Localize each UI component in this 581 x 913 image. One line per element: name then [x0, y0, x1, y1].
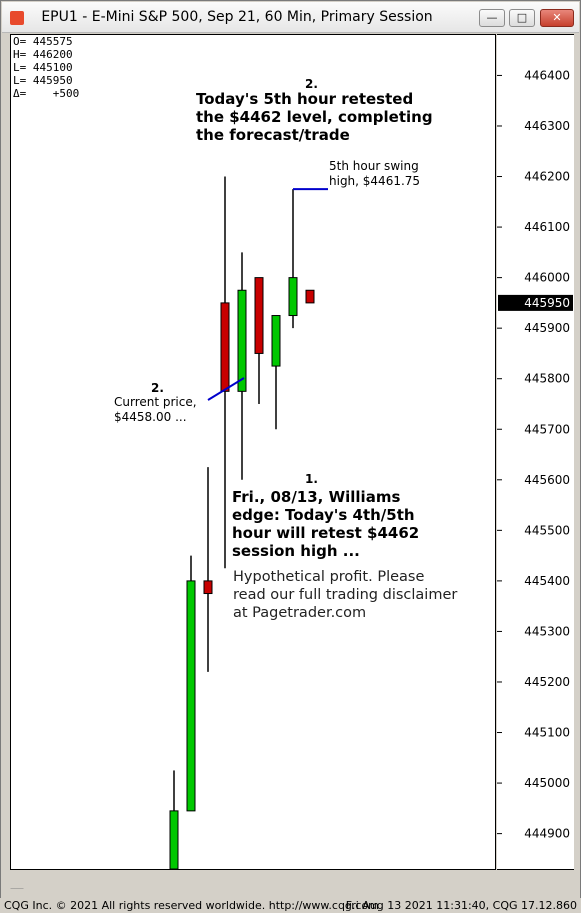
minimize-button[interactable]: —	[479, 9, 505, 27]
y-tick-label: 445700	[524, 422, 570, 436]
note2-top-line: the forecast/trade	[196, 126, 350, 144]
plot-area[interactable]	[10, 34, 496, 870]
time-axis[interactable]	[10, 870, 574, 888]
swing-high-label: 5th hour swing high, $4461.75	[329, 159, 420, 189]
ohlc-open: O= 445575	[13, 35, 73, 48]
window-title: EPU1 - E-Mini S&P 500, Sep 21, 60 Min, P…	[41, 9, 433, 25]
y-tick-label: 446100	[524, 220, 570, 234]
current-price-label: Current price, $4458.00 ...	[114, 395, 197, 425]
last-price-marker	[498, 294, 573, 311]
close-button[interactable]: ✕	[540, 9, 574, 27]
ohlc-readout: O= 445575 H= 446200 L= 445100 L= 445950 …	[13, 35, 79, 100]
last-price-label: 445950	[524, 296, 570, 310]
note2-top-text: Today's 5th hour retested the $4462 leve…	[196, 90, 433, 144]
note1-text: Fri., 08/13, Williams edge: Today's 4th/…	[232, 488, 419, 560]
status-bar: CQG Inc. © 2021 All rights reserved worl…	[0, 898, 581, 913]
y-tick-label: 445200	[524, 675, 570, 689]
timestamp-text: Fri Aug 13 2021 11:31:40, CQG 17.12.860	[345, 899, 577, 912]
copyright-text: CQG Inc. © 2021 All rights reserved worl…	[4, 899, 379, 912]
disclaimer-text: Hypothetical profit. Please read our ful…	[233, 568, 457, 622]
current-price-line: Current price,	[114, 395, 197, 409]
ohlc-last: L= 445950	[13, 74, 73, 87]
candle-body	[271, 315, 281, 367]
y-tick-label: 445400	[524, 574, 570, 588]
note1-line: session high ...	[232, 542, 360, 560]
note2-top-line: the $4462 level, completing	[196, 108, 433, 126]
ohlc-low: L= 445100	[13, 61, 73, 74]
candle-body	[169, 810, 179, 870]
current-price-pointer	[207, 377, 245, 401]
y-tick-label: 446400	[524, 68, 570, 82]
y-tick-label: 445900	[524, 321, 570, 335]
y-tick-label: 446300	[524, 119, 570, 133]
disclaimer-line: read our full trading disclaimer	[233, 587, 458, 603]
note1-number: 1.	[305, 472, 318, 486]
disclaimer-line: at Pagetrader.com	[233, 605, 367, 621]
note2-top-number: 2.	[305, 77, 318, 91]
candle-body	[254, 277, 264, 354]
candle-body	[186, 580, 196, 812]
y-tick-label: 445500	[524, 523, 570, 537]
candle-body	[237, 289, 247, 392]
cqg-app-icon	[10, 11, 24, 25]
y-tick-label: 446000	[524, 271, 570, 285]
y-tick-label: 446200	[524, 170, 570, 184]
current-price-number: 2.	[151, 381, 164, 395]
candle-body	[288, 277, 298, 317]
candle-body	[220, 302, 230, 392]
note1-line: edge: Today's 4th/5th	[232, 506, 415, 524]
y-tick-label: 444900	[524, 827, 570, 841]
y-tick-label: 445600	[524, 473, 570, 487]
current-price-line: $4458.00 ...	[114, 410, 187, 424]
note1-line: Fri., 08/13, Williams	[232, 488, 401, 506]
title-bar[interactable]: EPU1 - E-Mini S&P 500, Sep 21, 60 Min, P…	[2, 2, 579, 33]
candle-body	[305, 289, 315, 304]
note2-top-line: Today's 5th hour retested	[196, 90, 414, 108]
y-tick-label: 445800	[524, 372, 570, 386]
y-tick-label: 445100	[524, 726, 570, 740]
y-tick-label: 445300	[524, 624, 570, 638]
maximize-button[interactable]: □	[509, 9, 535, 27]
candle-body	[203, 580, 213, 595]
disclaimer-line: Hypothetical profit. Please	[233, 569, 425, 585]
ohlc-change: Δ= +500	[13, 87, 80, 100]
price-axis[interactable]	[497, 34, 574, 870]
ohlc-high: H= 446200	[13, 48, 73, 61]
swing-high-line: 5th hour swing	[329, 159, 419, 173]
swing-high-line: high, $4461.75	[329, 174, 421, 188]
y-tick-label: 445000	[524, 776, 570, 790]
note1-line: hour will retest $4462	[232, 524, 420, 542]
